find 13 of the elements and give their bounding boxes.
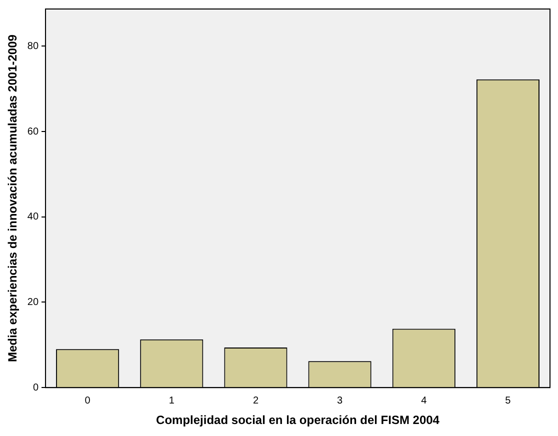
- y-tick-label: 60: [27, 126, 39, 138]
- x-tick-label: 2: [252, 395, 259, 406]
- y-tick-label: 20: [27, 296, 39, 308]
- x-tick-label: 1: [168, 395, 175, 406]
- x-tick-label: 5: [505, 395, 512, 406]
- y-tick-label: 80: [27, 40, 39, 52]
- y-axis-title: Media experiencias de innovación acumuladas 2001-2009: [6, 34, 20, 362]
- x-tick-label: 0: [84, 395, 91, 406]
- y-tick-label: 40: [27, 212, 39, 223]
- x-axis-title: Complejidad social en la operación del FISM 2004: [156, 413, 440, 428]
- x-tick-label: 4: [421, 395, 428, 406]
- y-tick-label: 0: [32, 382, 39, 394]
- x-tick-label: 3: [337, 395, 344, 406]
